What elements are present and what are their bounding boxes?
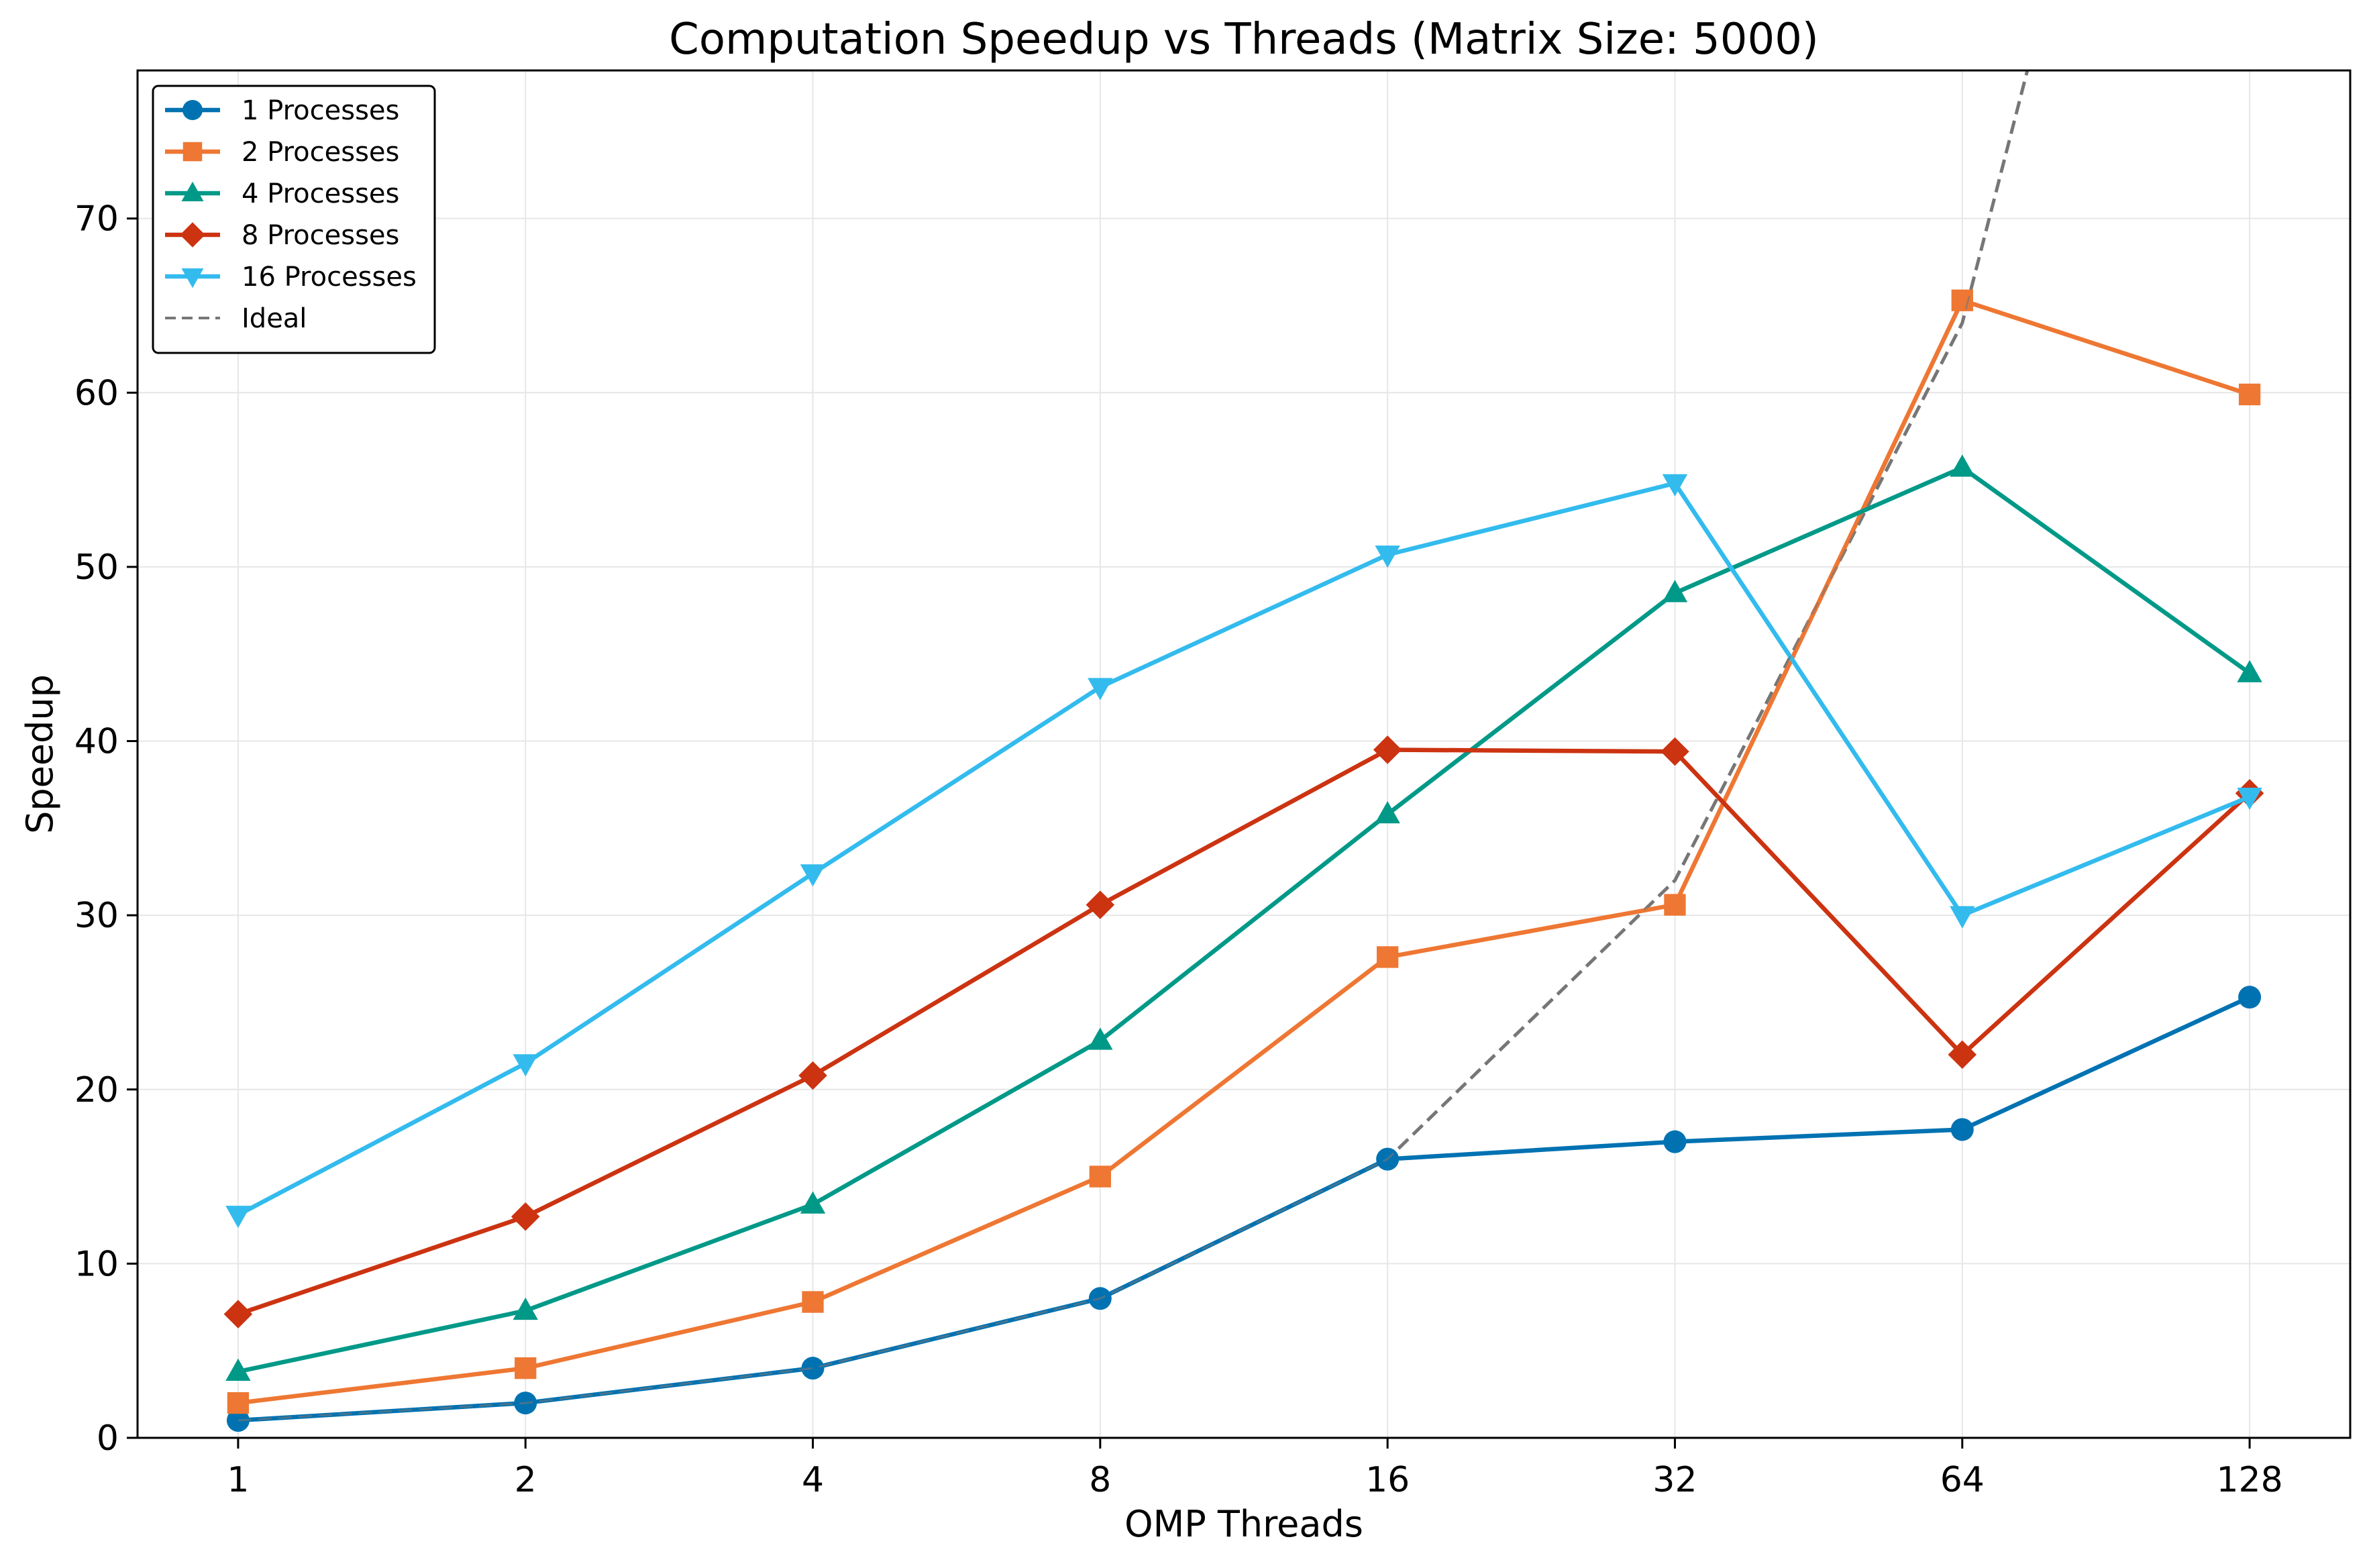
- data-point: [225, 1206, 251, 1229]
- y-tick-label: 60: [74, 373, 119, 413]
- legend-label: 4 Processes: [242, 178, 399, 209]
- data-point: [1951, 289, 1973, 311]
- data-point: [1375, 801, 1400, 824]
- series-4-processes: [225, 454, 2262, 1381]
- y-tick-label: 0: [97, 1418, 119, 1459]
- x-tick-label: 32: [1652, 1460, 1697, 1500]
- data-point: [181, 268, 204, 289]
- series-line: [237, 481, 2251, 1217]
- legend-label: 16 Processes: [242, 262, 417, 293]
- data-point: [1377, 946, 1399, 968]
- data-point: [513, 1297, 538, 1320]
- legend-item: 4 Processes: [165, 178, 399, 209]
- data-point: [1664, 894, 1686, 916]
- axes-group: 1 2 4 8 16 32 64 128 0 10 20 30 40 50 60 70: [74, 199, 2283, 1500]
- data-point: [513, 1054, 538, 1077]
- grid-lines: [138, 70, 2350, 1439]
- series-group: [223, 70, 2264, 1432]
- data-point: [2237, 660, 2262, 682]
- data-point: [1375, 545, 1400, 568]
- data-point: [1088, 1027, 1113, 1050]
- data-point: [511, 1202, 540, 1231]
- data-point: [1950, 454, 1975, 477]
- data-point: [798, 1061, 827, 1090]
- data-point: [2238, 986, 2262, 1009]
- series-line: [237, 747, 2252, 1316]
- data-point: [1948, 1040, 1977, 1069]
- x-tick-label: 1: [227, 1460, 249, 1500]
- ideal-line-overlay: [238, 70, 2029, 1422]
- data-point: [2238, 383, 2261, 406]
- data-point: [225, 1358, 251, 1381]
- y-tick-label: 40: [74, 722, 119, 762]
- data-point: [1663, 1130, 1687, 1153]
- data-point: [801, 1357, 825, 1380]
- series-2-processes: [227, 289, 2261, 1414]
- data-point: [802, 1291, 824, 1313]
- series-line: [238, 298, 2251, 1406]
- legend-box: [152, 85, 436, 354]
- series-line: [238, 465, 2251, 1374]
- x-tick-label: 8: [1089, 1460, 1111, 1500]
- data-point: [182, 100, 203, 120]
- legend-label: Ideal: [242, 303, 307, 334]
- legend-item: 2 Processes: [165, 137, 399, 168]
- data-point: [1086, 890, 1115, 919]
- plot-frame: [136, 69, 2352, 1439]
- y-tick-label: 30: [74, 896, 119, 936]
- legend-label: 2 Processes: [242, 137, 399, 168]
- legend-item: Ideal: [165, 303, 307, 334]
- data-point: [1950, 1118, 1974, 1141]
- y-tick-label: 20: [74, 1070, 119, 1110]
- series-16-processes: [225, 474, 2262, 1229]
- x-tick-label: 64: [1940, 1460, 1985, 1500]
- legend-label: 8 Processes: [242, 220, 399, 251]
- x-tick-label: 2: [515, 1460, 537, 1500]
- y-tick-label: 50: [74, 547, 119, 588]
- legend-label: 1 Processes: [242, 95, 399, 126]
- data-point: [1089, 1165, 1111, 1188]
- x-tick-label: 128: [2216, 1460, 2282, 1500]
- data-point: [227, 1392, 250, 1414]
- data-point: [1373, 735, 1402, 764]
- x-axis-label: OMP Threads: [1124, 1503, 1363, 1545]
- y-tick-label: 70: [74, 199, 119, 240]
- chart-title: Computation Speedup vs Threads (Matrix S…: [669, 15, 1819, 64]
- series-8-processes: [223, 735, 2264, 1328]
- data-point: [2237, 788, 2262, 811]
- data-point: [1662, 580, 1688, 603]
- y-axis-label: Speedup: [19, 674, 61, 834]
- y-tick-label: 10: [74, 1244, 119, 1284]
- data-point: [182, 142, 203, 162]
- data-point: [1950, 906, 1975, 929]
- data-point: [800, 864, 826, 887]
- legend-item: 8 Processes: [165, 220, 399, 251]
- x-tick-label: 4: [802, 1460, 824, 1500]
- data-point: [1661, 737, 1689, 766]
- data-point: [1088, 678, 1113, 700]
- legend: 1 Processes 2 Processes 4 Processes 8 Proce…: [152, 85, 436, 354]
- data-point: [223, 1300, 253, 1328]
- data-point: [1662, 474, 1688, 496]
- legend-item: 1 Processes: [165, 95, 399, 126]
- data-point: [181, 181, 204, 201]
- legend-item: 16 Processes: [165, 262, 417, 293]
- data-point: [515, 1357, 537, 1379]
- data-point: [800, 1191, 826, 1214]
- data-point: [180, 222, 205, 248]
- x-tick-label: 16: [1365, 1460, 1410, 1500]
